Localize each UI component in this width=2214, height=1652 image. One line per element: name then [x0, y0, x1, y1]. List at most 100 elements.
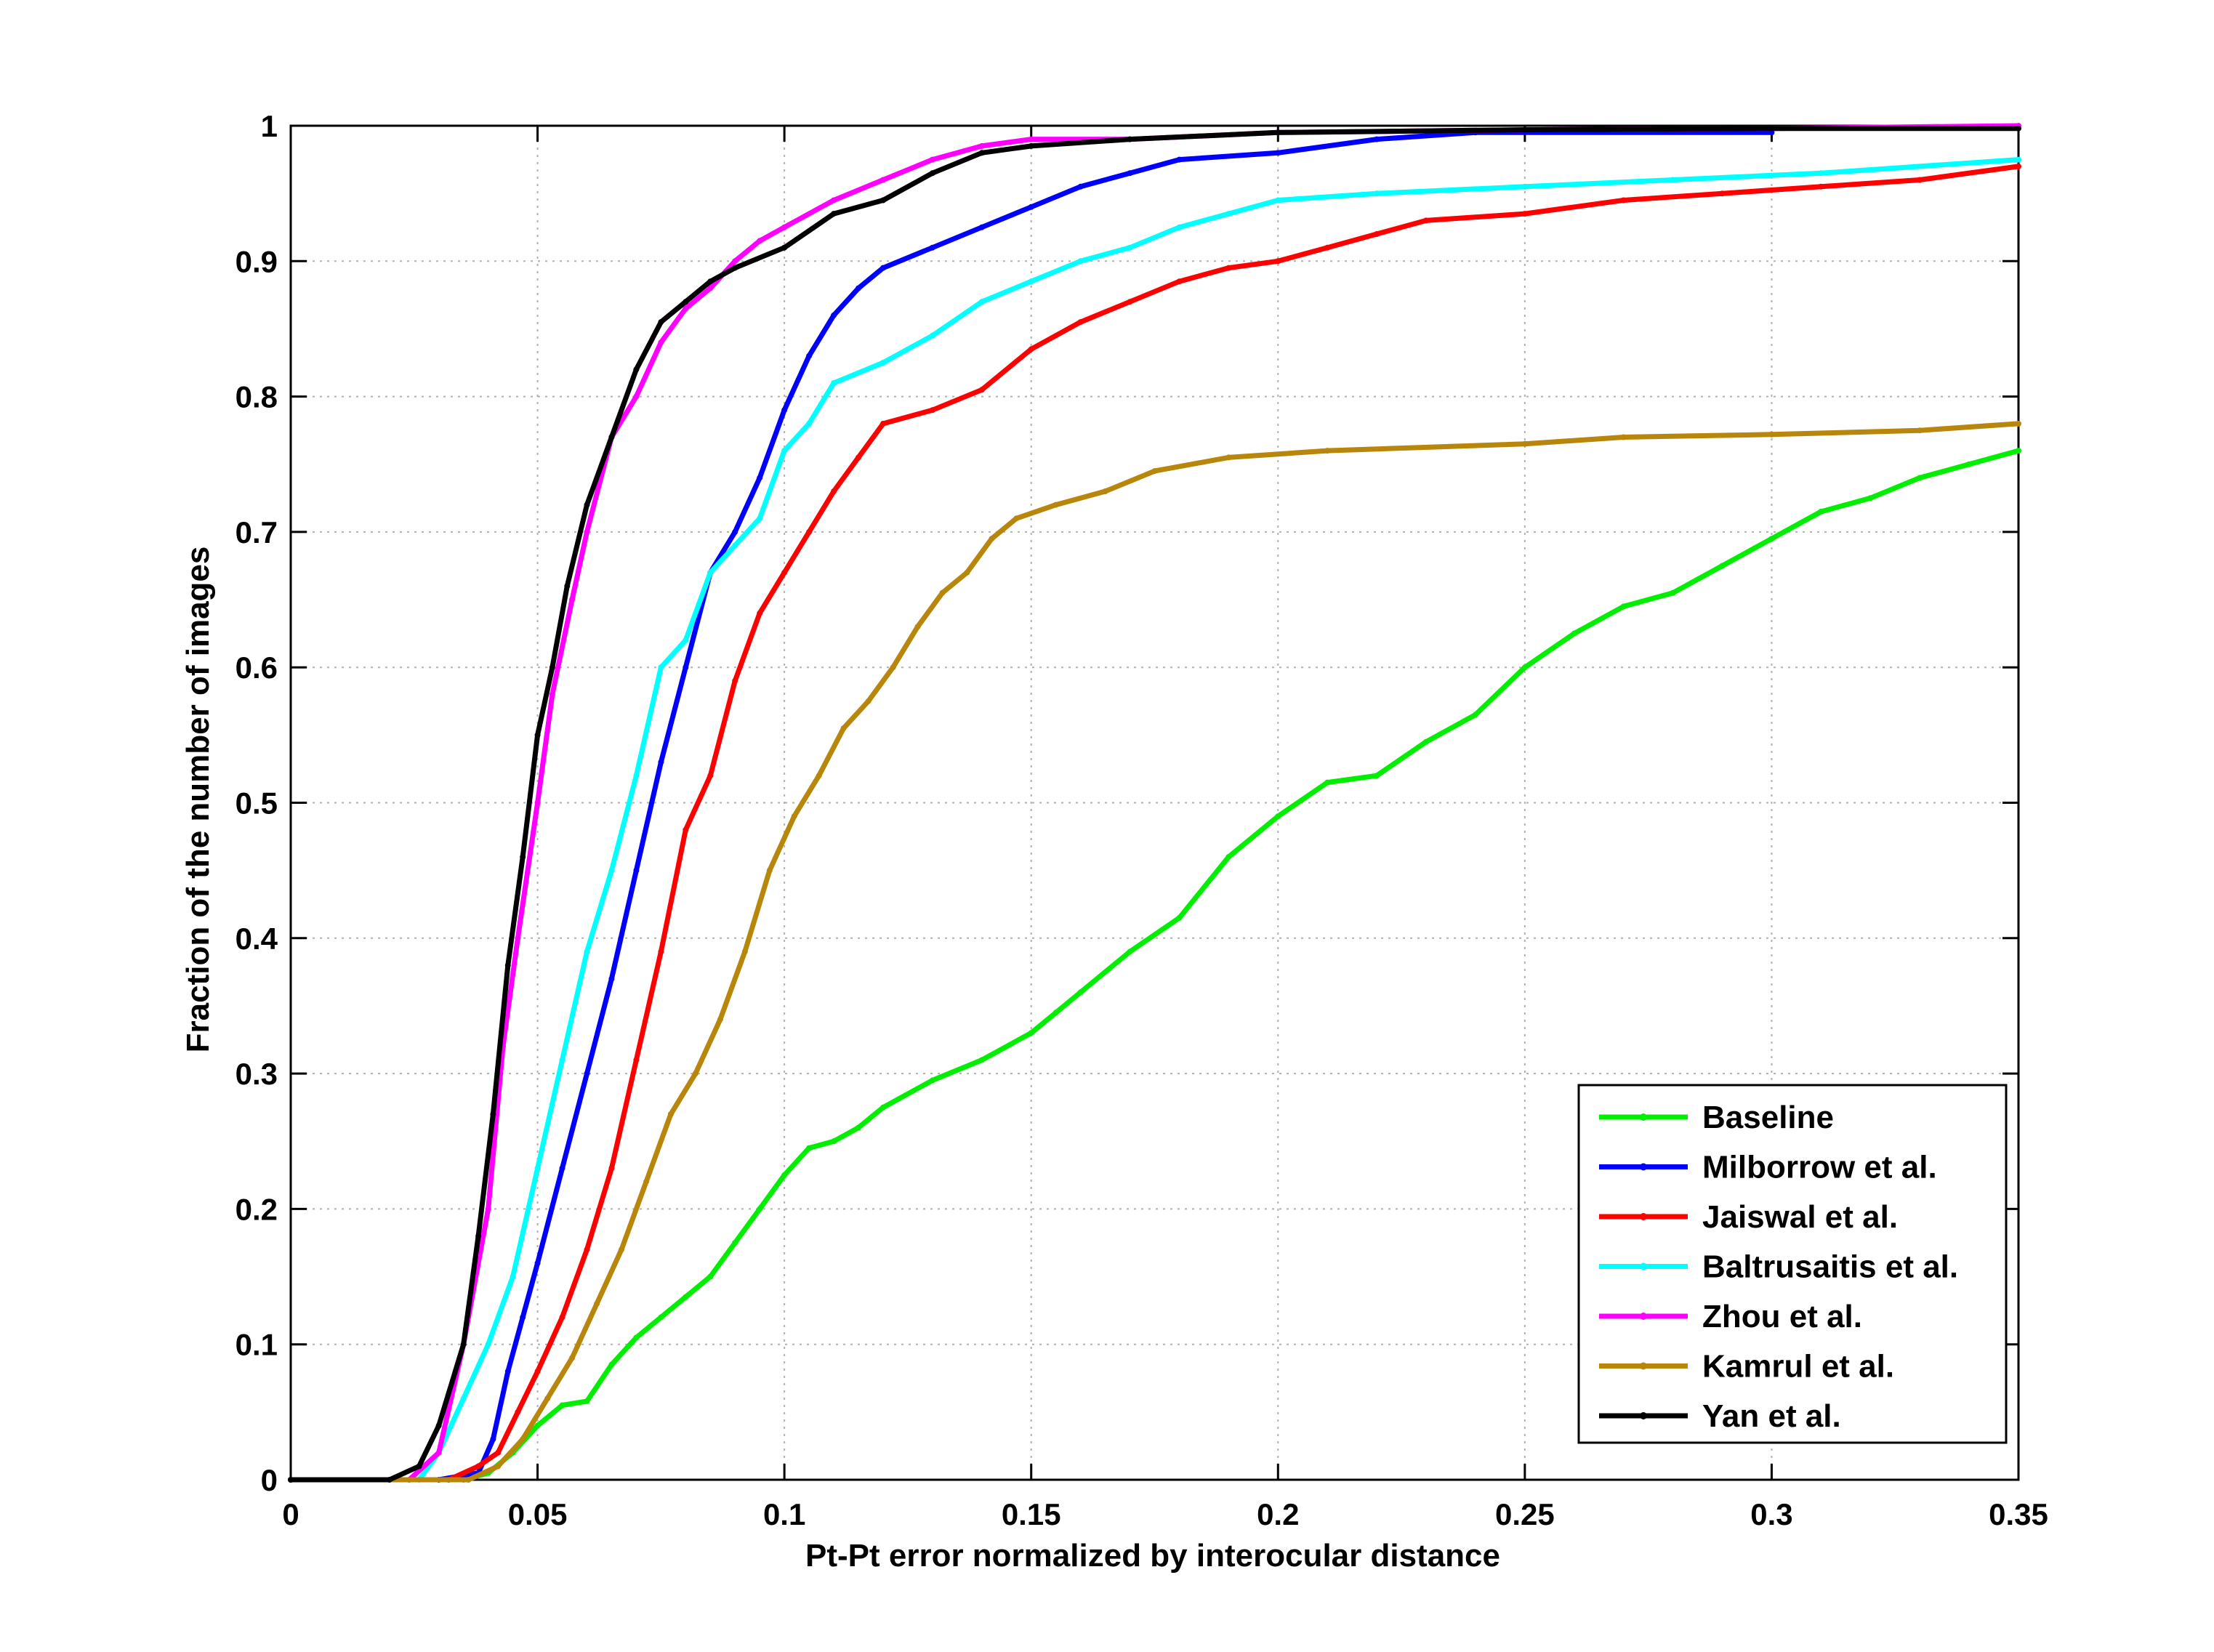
data-point-baseline [1225, 854, 1232, 860]
data-point-milborrow-et-al [978, 224, 985, 230]
data-point-milborrow-et-al [490, 1436, 496, 1443]
data-point-yan-et-al [416, 1463, 422, 1470]
legend-label: Zhou et al. [1702, 1299, 1862, 1334]
data-point-kamrul-et-al [791, 813, 797, 820]
data-point-jaiswal-et-al [658, 948, 664, 955]
data-point-jaiswal-et-al [608, 1165, 615, 1172]
data-point-kamrul-et-al [643, 1179, 649, 1185]
data-point-zhou-et-al [633, 393, 640, 400]
data-point-yan-et-al [2016, 125, 2021, 132]
data-point-baseline [1423, 738, 1429, 745]
data-point-kamrul-et-al [766, 867, 773, 874]
data-point-jaiswal-et-al [806, 528, 813, 535]
data-point-baseline [1374, 773, 1380, 779]
legend-marker [1640, 1362, 1647, 1370]
data-point-kamrul-et-al [939, 589, 946, 596]
data-point-zhou-et-al [1028, 136, 1034, 142]
y-tick-label: 0.5 [236, 786, 278, 821]
data-point-yan-et-al [831, 211, 837, 217]
data-point-jaiswal-et-al [732, 677, 738, 684]
data-point-zhou-et-al [549, 691, 555, 698]
data-point-yan-et-al [978, 150, 985, 156]
data-point-yan-et-al [781, 244, 788, 251]
data-point-yan-et-al [564, 583, 571, 589]
x-tick-label: 0.3 [1750, 1497, 1792, 1531]
data-point-baltrusaitis-et-al [1225, 211, 1232, 217]
data-point-baseline [1472, 712, 1478, 718]
data-point-kamrul-et-al [619, 1246, 624, 1253]
data-point-jaiswal-et-al [781, 569, 788, 576]
x-tick-label: 0.2 [1257, 1497, 1299, 1531]
data-point-zhou-et-al [584, 528, 590, 535]
data-point-kamrul-et-al [865, 698, 871, 704]
data-point-kamrul-et-al [840, 725, 847, 731]
data-point-zhou-et-al [929, 156, 935, 163]
data-point-jaiswal-et-al [831, 488, 837, 494]
data-point-jaiswal-et-al [1423, 217, 1429, 224]
data-point-baltrusaitis-et-al [732, 542, 738, 549]
data-point-kamrul-et-al [667, 1111, 674, 1117]
data-point-baseline [633, 1334, 640, 1341]
data-point-yan-et-al [288, 1477, 294, 1483]
data-point-baltrusaitis-et-al [608, 867, 615, 874]
data-point-baltrusaitis-et-al [2016, 156, 2021, 163]
data-point-jaiswal-et-al [534, 1369, 541, 1374]
y-tick-label: 0.3 [236, 1057, 278, 1091]
data-point-baseline [1275, 813, 1281, 820]
data-point-baltrusaitis-et-al [1818, 170, 1824, 177]
y-tick-label: 0.1 [236, 1328, 278, 1362]
x-tick-label: 0 [282, 1497, 299, 1531]
data-point-milborrow-et-al [1127, 170, 1133, 177]
data-point-milborrow-et-al [1374, 136, 1380, 142]
data-point-milborrow-et-al [633, 867, 640, 874]
data-point-zhou-et-al [435, 1449, 442, 1456]
data-point-jaiswal-et-al [495, 1449, 502, 1456]
data-point-baseline [1818, 509, 1824, 515]
data-point-baseline [732, 1240, 738, 1246]
data-point-baseline [1052, 1010, 1059, 1016]
y-tick-label: 0.8 [236, 380, 278, 414]
data-point-baseline [2016, 448, 2021, 454]
data-point-jaiswal-et-al [2016, 163, 2021, 169]
data-point-yan-et-al [929, 170, 935, 177]
data-point-baltrusaitis-et-al [633, 773, 640, 779]
data-point-baseline [1127, 948, 1133, 955]
data-point-kamrul-et-al [816, 773, 822, 779]
data-point-baltrusaitis-et-al [534, 1165, 541, 1172]
data-point-baseline [608, 1361, 615, 1368]
data-point-baltrusaitis-et-al [1374, 190, 1380, 197]
data-point-baseline [1768, 536, 1775, 542]
data-point-jaiswal-et-al [1818, 183, 1824, 190]
data-point-kamrul-et-al [1620, 434, 1627, 440]
data-point-baseline [559, 1402, 565, 1409]
legend-label: Baseline [1702, 1100, 1834, 1135]
data-point-kamrul-et-al [1768, 431, 1775, 438]
data-point-yan-et-al [707, 278, 714, 285]
data-point-kamrul-et-al [890, 664, 896, 671]
data-point-zhou-et-al [569, 597, 576, 603]
data-point-baseline [856, 1124, 861, 1131]
data-point-baseline [1077, 989, 1084, 996]
y-tick-label: 0.7 [236, 515, 278, 549]
data-point-baltrusaitis-et-al [806, 420, 813, 427]
y-tick-label: 0.6 [236, 650, 278, 685]
data-point-milborrow-et-al [1176, 156, 1183, 163]
data-point-baseline [683, 1294, 689, 1300]
data-point-baltrusaitis-et-al [978, 299, 985, 305]
y-tick-label: 0.9 [236, 244, 278, 278]
legend-label: Baltrusaitis et al. [1702, 1249, 1958, 1285]
legend-marker [1640, 1313, 1647, 1320]
data-point-baseline [1867, 495, 1874, 501]
data-point-kamrul-et-al [465, 1477, 472, 1483]
data-point-baltrusaitis-et-al [707, 569, 714, 576]
data-point-jaiswal-et-al [1275, 258, 1281, 265]
data-point-yan-et-al [435, 1422, 442, 1429]
data-point-baseline [1670, 589, 1676, 596]
data-point-yan-et-al [1768, 125, 1775, 132]
data-point-jaiswal-et-al [515, 1409, 521, 1415]
data-point-zhou-et-al [757, 238, 763, 244]
data-point-baseline [1324, 779, 1331, 786]
data-point-baseline [978, 1057, 985, 1063]
data-point-kamrul-et-al [964, 569, 970, 576]
data-point-zhou-et-al [880, 177, 886, 183]
